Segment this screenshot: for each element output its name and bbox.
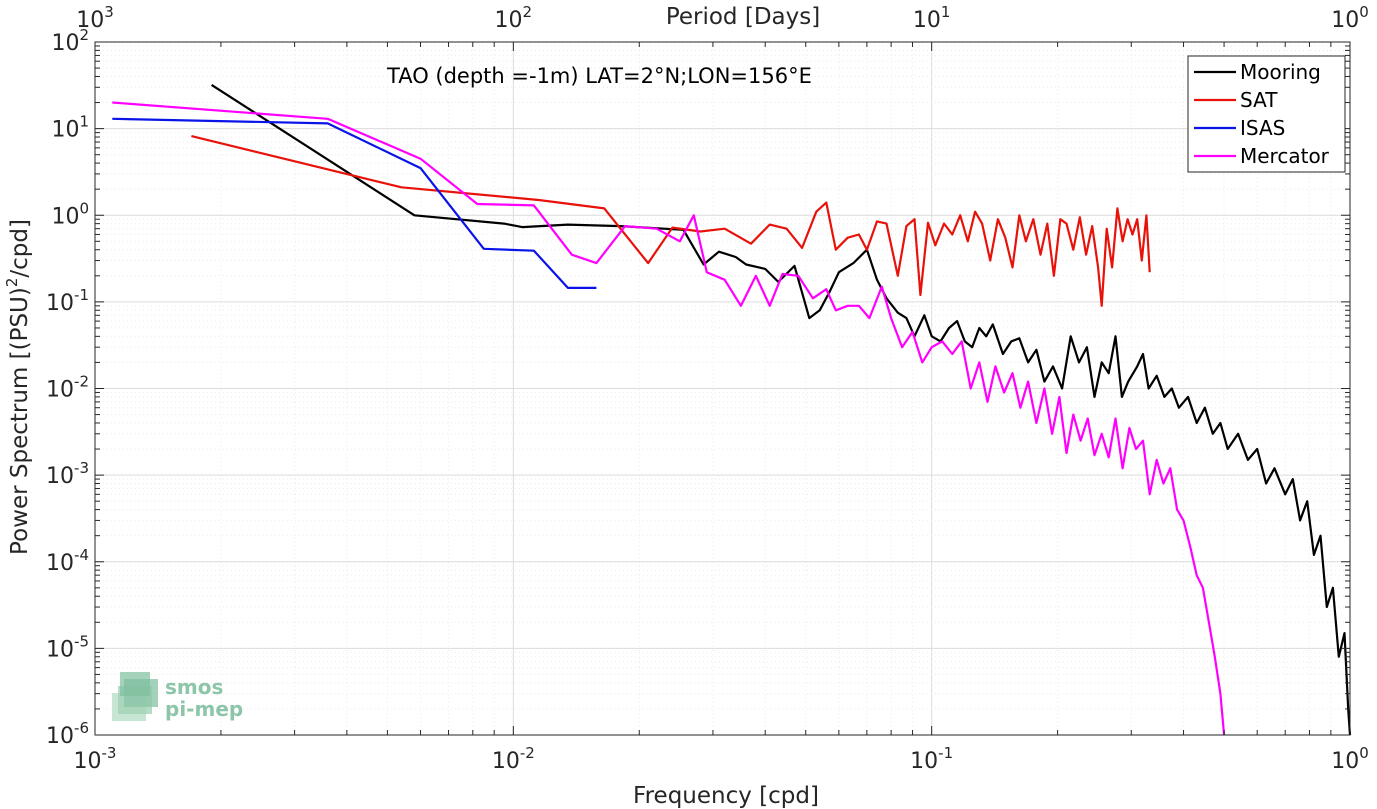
y-tick-label: 10-1 — [46, 286, 89, 316]
y-tick-label-base: 10 — [51, 118, 79, 143]
legend-label-mooring: Mooring — [1240, 60, 1321, 84]
x-tick-label-exponent: 0 — [1359, 744, 1369, 762]
ticks — [94, 41, 1351, 736]
y-tick-label-base: 10 — [46, 637, 74, 662]
series-line-isas — [112, 117, 597, 289]
y-tick-label-base: 10 — [46, 551, 74, 576]
series-line-sat — [191, 135, 1151, 307]
legend-label-mercator: Mercator — [1240, 144, 1330, 168]
y-tick-label-base: 10 — [51, 31, 79, 56]
y-tick-label-exponent: -4 — [74, 546, 89, 564]
top-tick-label-base: 10 — [913, 8, 941, 33]
y-tick-label-exponent: -5 — [74, 632, 89, 650]
y-tick-label-base: 10 — [46, 291, 74, 316]
y-axis-title-prefix: Power Spectrum [(PSU) — [7, 287, 33, 555]
x-tick-label-exponent: -2 — [520, 744, 535, 762]
y-tick-label-exponent: -2 — [74, 373, 89, 391]
y-axis-title: Power Spectrum [(PSU)2/cpd] — [3, 219, 33, 555]
y-tick-label-base: 10 — [51, 204, 79, 229]
series-line-mercator — [112, 101, 1226, 736]
y-tick-label: 102 — [51, 26, 89, 56]
y-tick-label: 10-3 — [46, 459, 89, 489]
legend-label-sat: SAT — [1240, 88, 1278, 112]
top-tick-label: 103 — [76, 3, 114, 33]
top-tick-label: 100 — [1331, 3, 1369, 33]
x-tick-label-base: 10 — [910, 749, 938, 774]
top-tick-label-exponent: 0 — [1359, 3, 1369, 21]
x-tick-label-base: 10 — [1331, 749, 1359, 774]
plot-lines — [112, 83, 1352, 736]
y-tick-label-exponent: 2 — [79, 26, 89, 44]
y-tick-label: 10-2 — [46, 373, 89, 403]
smos-pi-mep-logo: smos pi-mep — [112, 672, 243, 721]
watermark-line1: smos — [165, 675, 223, 699]
x-axis-title: Frequency [cpd] — [633, 783, 819, 809]
y-tick-label: 100 — [51, 199, 89, 229]
watermark-line2: pi-mep — [165, 697, 243, 721]
y-tick-label: 10-6 — [46, 719, 89, 749]
y-axis-title-suffix: /cpd] — [7, 219, 33, 278]
top-tick-label-exponent: 1 — [941, 3, 951, 21]
x-tick-label-exponent: -3 — [102, 744, 117, 762]
y-tick-label: 10-4 — [46, 546, 89, 576]
x-tick-label-exponent: -1 — [938, 744, 953, 762]
y-tick-label-exponent: 0 — [79, 199, 89, 217]
y-tick-label: 101 — [51, 113, 89, 143]
x-tick-label: 10-3 — [74, 744, 117, 774]
chart-annotation: TAO (depth =-1m) LAT=2°N;LON=156°E — [386, 64, 812, 88]
y-tick-label-exponent: -1 — [74, 286, 89, 304]
top-tick-label-exponent: 3 — [104, 3, 114, 21]
top-tick-label-base: 10 — [495, 8, 523, 33]
series-line-mooring — [211, 83, 1352, 736]
x-tick-label-base: 10 — [74, 749, 102, 774]
top-tick-label-exponent: 2 — [523, 3, 533, 21]
top-tick-label: 101 — [913, 3, 951, 33]
x-tick-label-base: 10 — [492, 749, 520, 774]
top-tick-label-base: 10 — [76, 8, 104, 33]
y-tick-label-base: 10 — [46, 724, 74, 749]
y-tick-label-exponent: -3 — [74, 459, 89, 477]
y-tick-label: 10-5 — [46, 632, 89, 662]
top-tick-label-base: 10 — [1331, 8, 1359, 33]
y-axis-title-superscript: 2 — [3, 278, 21, 288]
y-tick-label-base: 10 — [46, 464, 74, 489]
x-tick-label: 10-1 — [910, 744, 953, 774]
legend-label-isas: ISAS — [1240, 116, 1285, 140]
x-tick-label: 100 — [1331, 744, 1369, 774]
legend-box — [1187, 55, 1346, 173]
y-tick-label-base: 10 — [46, 378, 74, 403]
top-axis-title: Period [Days] — [666, 4, 820, 30]
top-tick-label: 102 — [495, 3, 533, 33]
y-tick-label-exponent: -6 — [74, 719, 89, 737]
x-tick-label: 10-2 — [492, 744, 535, 774]
y-tick-label-exponent: 1 — [79, 113, 89, 131]
legend: Mooring SAT ISAS Mercator — [1187, 55, 1346, 173]
